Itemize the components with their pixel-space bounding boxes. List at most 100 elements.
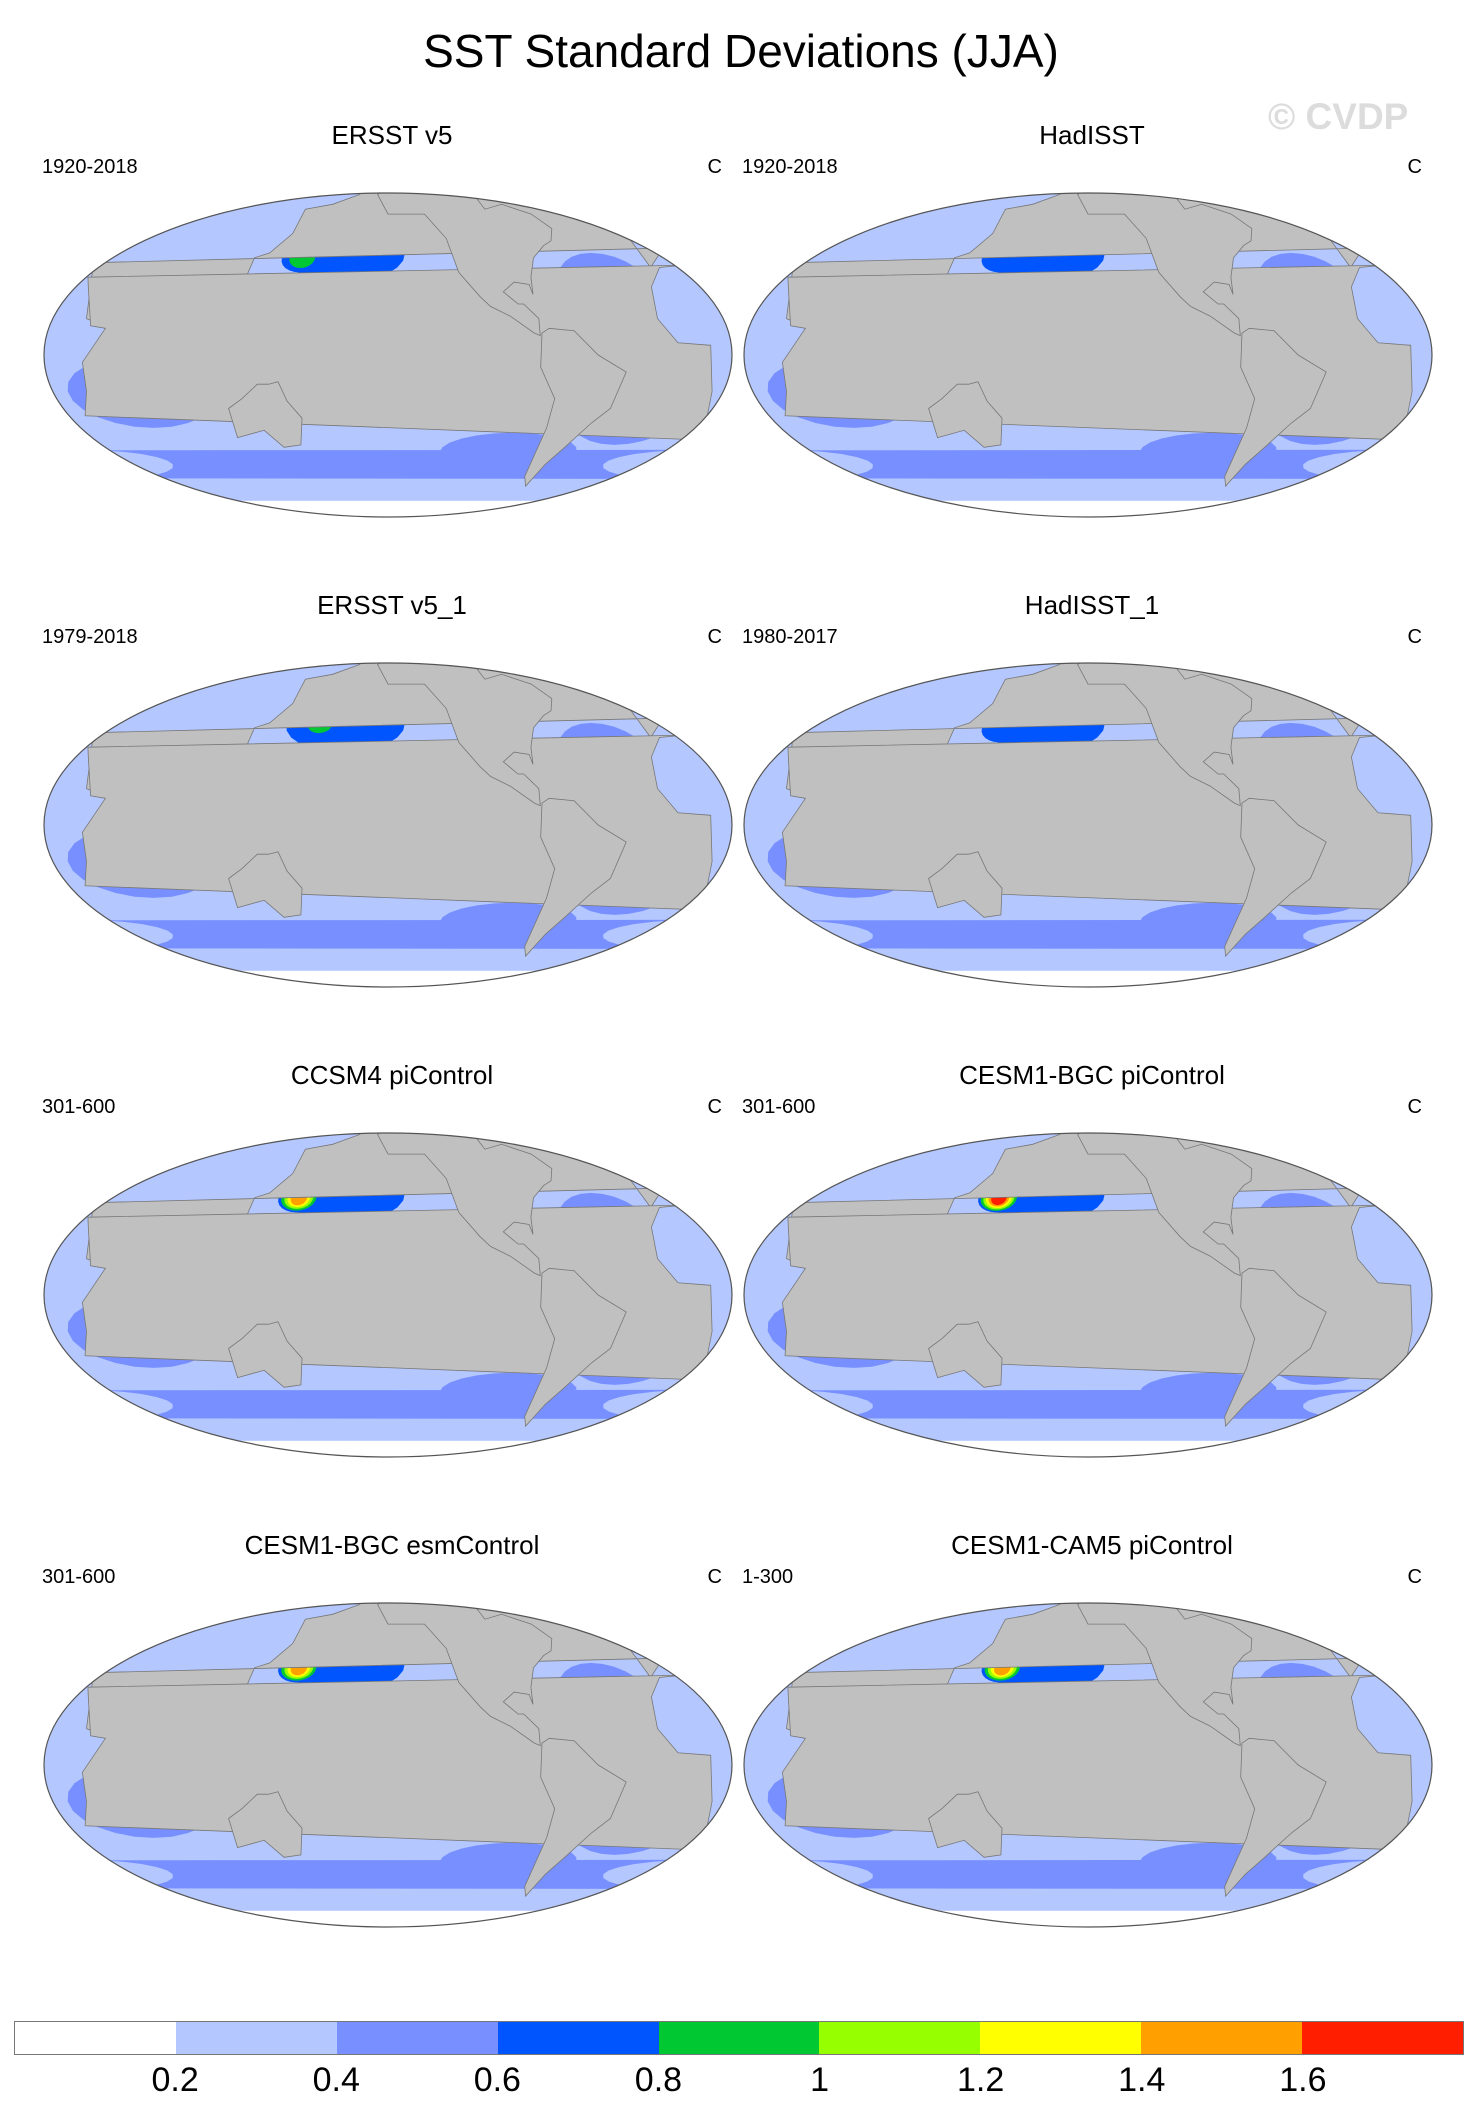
colorbar-segment [1141,2022,1303,2054]
land-south-america [524,1267,627,1428]
land-north-america [377,663,553,807]
map-panel: CESM1-BGC piControl 301-600 C [742,1060,1442,1520]
land-south-america [524,327,627,488]
map-outline [743,1132,1433,1458]
colorbar-tick-label: 1 [810,2061,830,2099]
colorbar-segment [1302,2022,1464,2054]
land-north-america [1077,663,1253,807]
land-australia [928,381,1003,448]
panel-title: CESM1-BGC esmControl [244,1530,540,1560]
map-panel: CESM1-BGC esmControl 301-600 C [42,1530,742,1990]
panel-title: CESM1-BGC piControl [959,1060,1225,1090]
watermark: © CVDP [1268,96,1409,137]
sst-map [743,1602,1433,1928]
colorbar-segment [336,2022,498,2054]
panel-units: C [707,156,722,178]
colorbar-segment [497,2022,659,2054]
panel-units: C [707,1096,722,1118]
colorbar-labels: 0.2 0.4 0.6 0.8 1 1.2 1.4 1.6 [14,2061,1464,2111]
land-australia [228,851,303,918]
land-north-america [1077,1133,1253,1277]
map-outline [43,192,733,518]
southern-ocean-band [744,500,1432,517]
panel-period: 1979-2018 [42,626,138,648]
map-outline [43,1602,733,1928]
land-antarctica [909,1450,1281,1457]
map-panel: CCSM4 piControl 301-600 C [42,1060,742,1520]
colorbar-tick-label: 0.4 [312,2061,360,2099]
land-south-america [1224,1267,1327,1428]
colorbar-tick-label: 0.6 [473,2061,521,2099]
land-north-america [1077,193,1253,337]
panel-period: 301-600 [42,1566,116,1588]
land-antarctica [209,510,581,517]
panel-title: ERSST v5 [331,120,453,150]
land-south-america [1224,797,1327,958]
southern-ocean-band [44,970,732,987]
land-australia [228,1321,303,1388]
land-australia [928,1321,1003,1388]
land-south-america [1224,327,1327,488]
sst-map [743,192,1433,518]
panel-period: 1980-2017 [742,626,838,648]
map-outline [43,1132,733,1458]
colorbar-tick-label: 1.6 [1279,2061,1327,2099]
panel-units: C [1407,626,1422,648]
southern-ocean-band [44,1440,732,1457]
land-antarctica [209,1450,581,1457]
land-north-america [377,1133,553,1277]
map-panel: HadISST 1920-2018 C [742,120,1442,580]
land-africa [781,264,1413,441]
panel-units: C [707,626,722,648]
panel-title: CCSM4 piControl [290,1060,494,1090]
panel-period: 301-600 [742,1096,816,1118]
colorbar-tick-label: 0.8 [634,2061,683,2099]
panel-units: C [707,1566,722,1588]
colorbar-segment [175,2022,337,2054]
land-africa [781,734,1413,911]
colorbar-segment [819,2022,981,2054]
land-south-america [1224,1737,1327,1898]
map-outline [743,192,1433,518]
panel-period: 1920-2018 [42,156,138,178]
land-antarctica [909,980,1281,987]
sst-map [43,1602,733,1928]
land-north-america [1077,1603,1253,1747]
map-panel: ERSST v5_1 1979-2018 C [42,590,742,1050]
map-outline [743,662,1433,988]
map-panel: HadISST_1 1980-2017 C [742,590,1442,1050]
sst-map [43,1132,733,1458]
land-north-america [377,1603,553,1747]
land-africa [81,734,713,911]
colorbar-segment [15,2022,176,2054]
colorbar-tick-label: 0.2 [151,2061,199,2099]
panel-units: C [1407,1566,1422,1588]
sst-map [43,662,733,988]
land-south-america [524,797,627,958]
colorbar-tick-label: 1.4 [1118,2061,1166,2099]
land-africa [81,264,713,441]
southern-ocean-band [744,1440,1432,1457]
land-africa [81,1674,713,1851]
land-africa [781,1204,1413,1381]
southern-ocean-band [44,1910,732,1927]
map-panel: CESM1-CAM5 piControl 1-300 C [742,1530,1442,1990]
colorbar [14,2021,1464,2055]
panel-units: C [1407,156,1422,178]
panel-title: ERSST v5_1 [317,590,467,620]
southern-ocean-band [44,500,732,517]
panel-title: HadISST [1039,120,1145,150]
land-antarctica [909,510,1281,517]
land-australia [928,851,1003,918]
panel-title: CESM1-CAM5 piControl [951,1530,1233,1560]
panel-units: C [1407,1096,1422,1118]
land-antarctica [209,980,581,987]
land-africa [781,1674,1413,1851]
map-panel: ERSST v5 1920-2018 C [42,120,742,580]
sst-map [43,192,733,518]
panel-title: HadISST_1 [1024,590,1160,620]
panel-period: 1920-2018 [742,156,838,178]
land-africa [81,1204,713,1381]
figure-title: SST Standard Deviations (JJA) [423,25,1059,77]
land-antarctica [909,1920,1281,1927]
